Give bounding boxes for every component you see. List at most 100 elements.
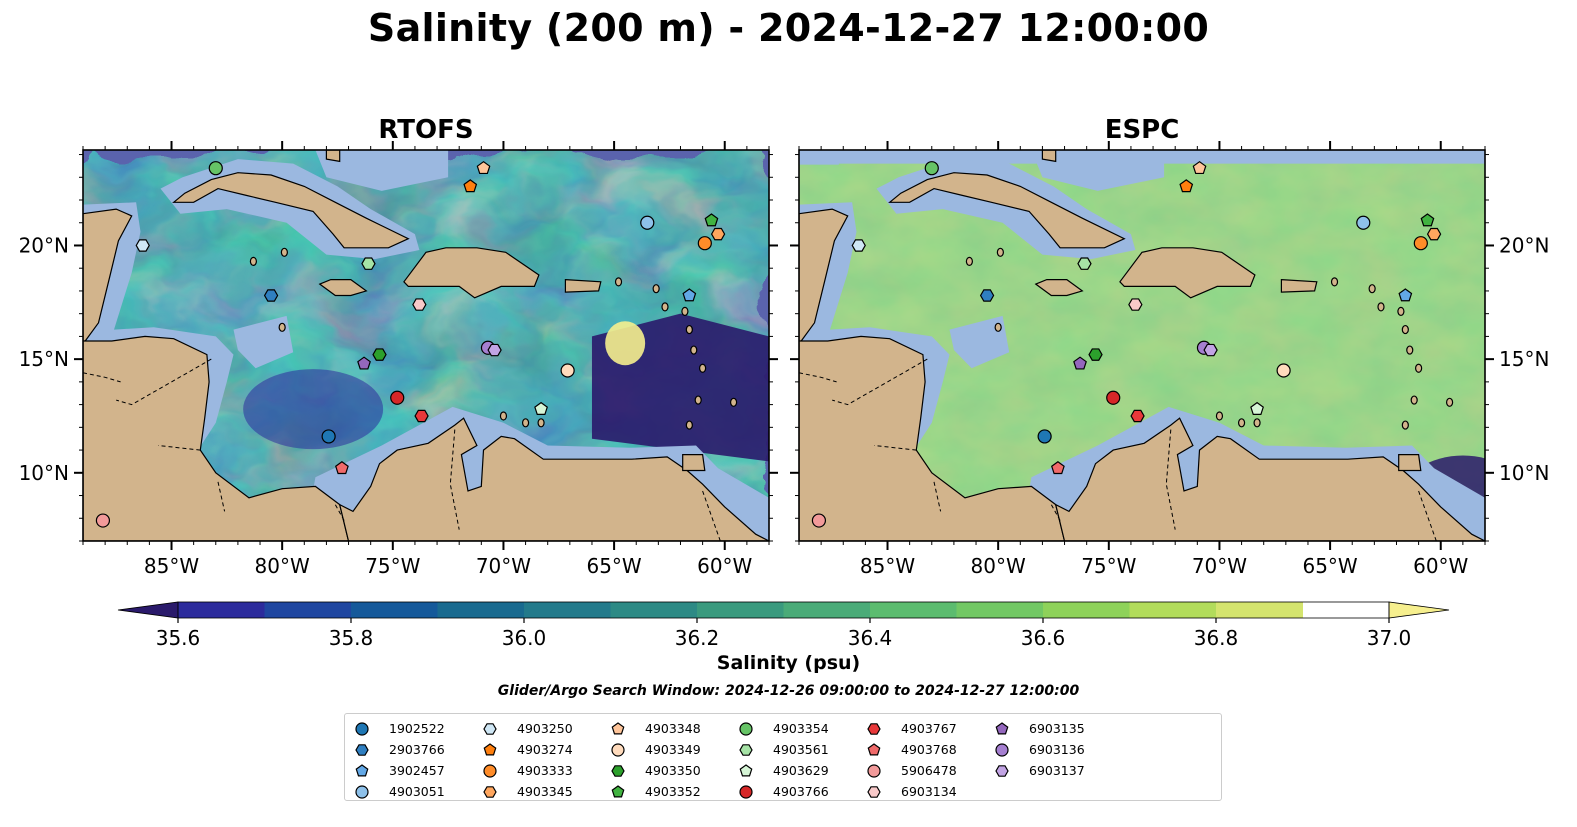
platform-4903766 (390, 390, 405, 405)
legend-label: 4903274 (517, 742, 573, 757)
country-border (217, 481, 226, 512)
platform-4903767 (1130, 409, 1145, 423)
platform-6903137 (487, 343, 502, 357)
legend-marker-4903274 (483, 742, 497, 755)
platform-4903333 (1413, 236, 1428, 251)
platform-5906478 (95, 513, 111, 528)
panel-title: ESPC (1105, 115, 1180, 145)
x-tick-label: 60°W (1413, 554, 1468, 578)
colorbar-segment (437, 602, 525, 618)
colorbar-tick-label: 36.4 (848, 626, 893, 650)
legend-label: 4903348 (645, 721, 701, 736)
land-cuba (888, 172, 1126, 249)
platform-5906478 (811, 513, 827, 528)
land-puertorico (564, 278, 602, 293)
country-border (158, 445, 201, 451)
x-tick-label: 85°W (144, 554, 199, 578)
legend-marker-4903352 (611, 784, 625, 797)
legend-label: 4903345 (517, 784, 573, 799)
x-tick-label: 70°W (476, 554, 531, 578)
y-tick-label: 10°N (1499, 461, 1549, 485)
x-tick-label: 85°W (860, 554, 915, 578)
legend-marker-4903768 (867, 742, 881, 755)
continental-shelf (1031, 150, 1165, 191)
platform-4903629 (1250, 401, 1264, 416)
legend-label: 6903135 (1029, 721, 1085, 736)
legend-item: 4903767 (865, 718, 993, 739)
main-title: Salinity (200 m) - 2024-12-27 12:00:00 (367, 6, 1210, 50)
platform-6903137 (1203, 343, 1218, 357)
legend-item: 4903345 (481, 781, 609, 802)
hexagon-marker-icon (483, 785, 497, 798)
y-tick-label: 15°N (19, 347, 69, 371)
panel-title: RTOFS (378, 115, 473, 145)
island (614, 277, 623, 287)
legend-marker-1902522 (355, 721, 369, 736)
pentagon-marker-icon (739, 763, 753, 776)
legend-label: 4903768 (901, 742, 957, 757)
island (499, 411, 508, 421)
platform-legend: 1902522 2903766 3902457 4903051 4903250 49032… (344, 713, 1222, 801)
country-border (799, 372, 837, 383)
colorbar-segment (870, 602, 957, 618)
colorbar-tick-label: 35.6 (156, 626, 201, 650)
legend-item: 4903051 (353, 781, 481, 802)
platform-4903354 (924, 161, 939, 176)
legend-item: 4903352 (609, 781, 737, 802)
country-border (702, 490, 721, 541)
x-tick-label: 75°W (1081, 554, 1136, 578)
legend-label: 4903051 (389, 784, 445, 799)
legend-item: 6903137 (993, 760, 1121, 781)
land-jamaica (1034, 279, 1084, 297)
hexagon-marker-icon (995, 764, 1009, 777)
legend-item: 6903136 (993, 739, 1121, 760)
hexagon-marker-icon (355, 743, 369, 756)
island (1237, 418, 1246, 428)
legend-label: 3902457 (389, 763, 445, 778)
hexagon-marker-icon (867, 785, 881, 798)
country-border (933, 481, 942, 512)
platform-4903354 (208, 161, 223, 176)
legend-label: 4903629 (773, 763, 829, 778)
island (521, 418, 530, 428)
legend-label: 4903561 (773, 742, 829, 757)
island (1397, 306, 1405, 317)
colorbar-tick-label: 37.0 (1367, 626, 1412, 650)
map-panels: RTOFS 85°W 80°W 75°W 70°W 65°W 60°W 10°N 15°N 20°… (19, 115, 1550, 578)
y-tick-label: 10°N (19, 461, 69, 485)
platform-4903348 (1192, 160, 1207, 175)
platform-4903352 (1420, 213, 1435, 227)
legend-item: 4903768 (865, 739, 993, 760)
x-tick-label: 65°W (586, 554, 641, 578)
land-cuba (172, 172, 410, 249)
circle-marker-icon (739, 721, 753, 736)
island (965, 256, 973, 266)
pentagon-marker-icon (867, 742, 881, 755)
legend-label: 1902522 (389, 721, 445, 736)
continental-shelf (315, 150, 449, 191)
colorbar-segment (1216, 602, 1303, 618)
colorbar-extend-max (1388, 601, 1450, 619)
platform-4903348 (476, 160, 491, 175)
platform-4903250 (851, 239, 866, 252)
colorbar-label: Salinity (psu) (716, 652, 861, 674)
island (652, 284, 660, 294)
legend-marker-4903766 (739, 784, 753, 799)
platform-6903134 (1128, 298, 1143, 311)
platform-2903766 (263, 289, 279, 302)
island (1253, 418, 1261, 428)
land-jamaica (318, 279, 368, 297)
platform-4903350 (1088, 348, 1103, 361)
legend-item: 4903629 (737, 760, 865, 781)
island (994, 322, 1002, 332)
legend-marker-4903350 (611, 764, 625, 777)
island (280, 247, 288, 257)
legend-item: 5906478 (865, 760, 993, 781)
pentagon-marker-icon (355, 763, 369, 776)
island (537, 418, 545, 428)
platform-4903274 (463, 179, 478, 193)
hexagon-marker-icon (611, 764, 625, 777)
platform-2903766 (979, 289, 995, 302)
hexagon-marker-icon (483, 722, 497, 735)
colorbar-segment (178, 602, 265, 618)
